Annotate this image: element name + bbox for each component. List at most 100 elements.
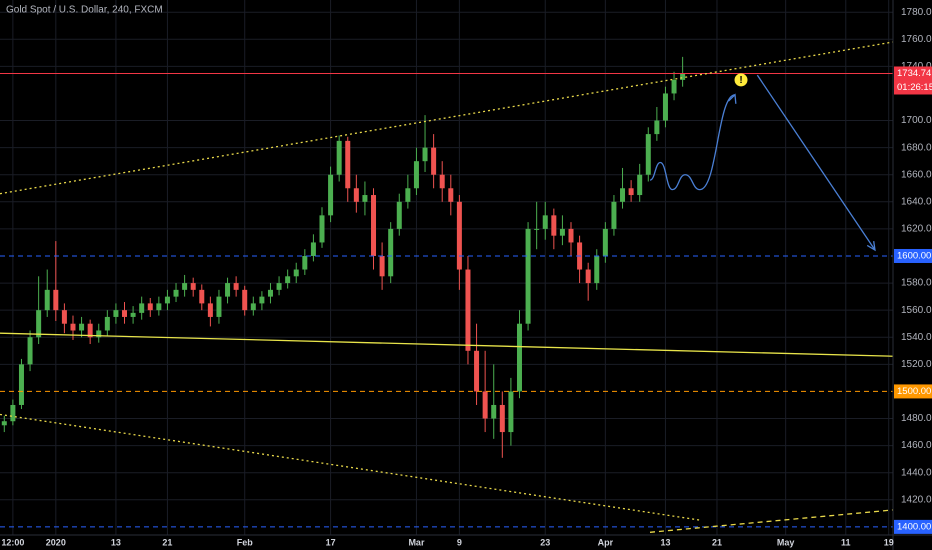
candle-body <box>310 242 316 256</box>
candle-body <box>36 310 42 338</box>
candle-body <box>27 337 33 365</box>
candle-body <box>233 283 239 290</box>
candle-body <box>516 323 522 392</box>
alert-label: ! <box>739 75 742 86</box>
candle-body <box>508 391 514 433</box>
candle-body <box>431 147 437 175</box>
x-tick-label: 12:00 <box>1 537 24 547</box>
y-tick-label: 1680.00 <box>901 142 932 153</box>
y-tick-label: 1760.00 <box>901 34 932 45</box>
x-tick-label: 9 <box>457 537 462 547</box>
candle-body <box>18 364 24 405</box>
candle-body <box>207 303 213 317</box>
countdown-badge <box>894 80 932 95</box>
candle-body <box>413 161 419 189</box>
candle-body <box>250 303 256 311</box>
y-tick-label: 1480.00 <box>901 413 932 424</box>
x-tick-label: 13 <box>111 537 121 547</box>
candle-body <box>637 174 643 196</box>
price-badge <box>894 519 932 534</box>
y-tick-label: 1420.00 <box>901 494 932 505</box>
candle-body <box>422 147 428 162</box>
candle-body <box>242 289 248 311</box>
candle-body <box>225 283 231 297</box>
candle-body <box>285 276 291 284</box>
candle-body <box>130 312 136 317</box>
candle-body <box>371 195 377 256</box>
axes: 1420.00 1440.00 1460.00 1480.00 1520.00 1540.… <box>1 7 932 547</box>
y-tick-label: 1580.00 <box>901 278 932 289</box>
candle-body <box>336 140 342 175</box>
trendline <box>0 332 893 357</box>
candle-body <box>199 289 205 304</box>
candle-body <box>482 391 488 419</box>
candle-body <box>122 310 128 317</box>
candle-body <box>465 269 471 351</box>
y-tick-label: 1660.00 <box>901 169 932 180</box>
y-tick-label: 1640.00 <box>901 196 932 207</box>
x-tick-label: 21 <box>712 537 722 547</box>
candle-body <box>680 73 686 80</box>
candle-body <box>259 296 265 304</box>
candle-body <box>70 323 76 331</box>
candle-body <box>628 188 634 196</box>
candle-body <box>654 120 660 135</box>
candle-body <box>353 188 359 202</box>
price-badge-label: 1400.00 <box>897 521 931 532</box>
y-tick-label: 1560.00 <box>901 305 932 316</box>
candle-body <box>396 201 402 229</box>
price-badge-label: 1500.00 <box>897 386 931 397</box>
candle-body <box>611 201 617 229</box>
candle-body <box>662 93 668 121</box>
y-tick-label: 1780.00 <box>901 7 932 18</box>
candle-body <box>499 404 505 433</box>
arrow-head <box>728 93 737 104</box>
plot-area: ! <box>0 41 893 533</box>
candle-body <box>164 296 170 304</box>
candle-body <box>182 283 188 290</box>
candle-body <box>53 289 59 311</box>
x-tick-label: Apr <box>598 537 614 547</box>
candle-body <box>328 174 334 216</box>
candle-body <box>388 228 394 277</box>
candle-body <box>362 195 368 202</box>
x-tick-label: 13 <box>660 537 670 547</box>
candle-body <box>559 228 565 236</box>
alert-icon <box>734 73 748 87</box>
x-tick-label: 17 <box>326 537 336 547</box>
candle-body <box>456 201 462 270</box>
candle-body <box>319 215 325 243</box>
price-badge <box>894 248 932 263</box>
candle-body <box>1 421 7 426</box>
candle-body <box>602 228 608 256</box>
arrow-head <box>866 241 876 252</box>
candle-body <box>474 350 480 392</box>
x-tick-label: 2020 <box>46 537 66 547</box>
candle-body <box>139 303 145 313</box>
candle-body <box>104 316 110 331</box>
candle-body <box>491 404 497 419</box>
candle-body <box>147 303 153 311</box>
candle-body <box>216 296 222 317</box>
projection-path <box>756 74 876 251</box>
candle-body <box>345 140 351 189</box>
candle-body <box>620 188 626 202</box>
candle-body <box>302 255 308 270</box>
y-tick-label: 1440.00 <box>901 467 932 478</box>
countdown-label: 01:26:15 <box>897 82 932 93</box>
candle-body <box>10 404 16 422</box>
x-tick-label: May <box>777 537 795 547</box>
candle-body <box>568 228 574 243</box>
candle-body <box>190 283 196 290</box>
candle-body <box>96 330 102 338</box>
x-tick-label: 21 <box>162 537 172 547</box>
grid <box>0 0 893 535</box>
candle-body <box>44 289 50 311</box>
x-tick-label: Feb <box>237 537 254 547</box>
candle-body <box>267 289 273 297</box>
price-badge-label: 1734.74 <box>897 68 931 79</box>
price-badge <box>894 66 932 81</box>
candle-body <box>293 269 299 277</box>
candle-body <box>439 174 445 189</box>
